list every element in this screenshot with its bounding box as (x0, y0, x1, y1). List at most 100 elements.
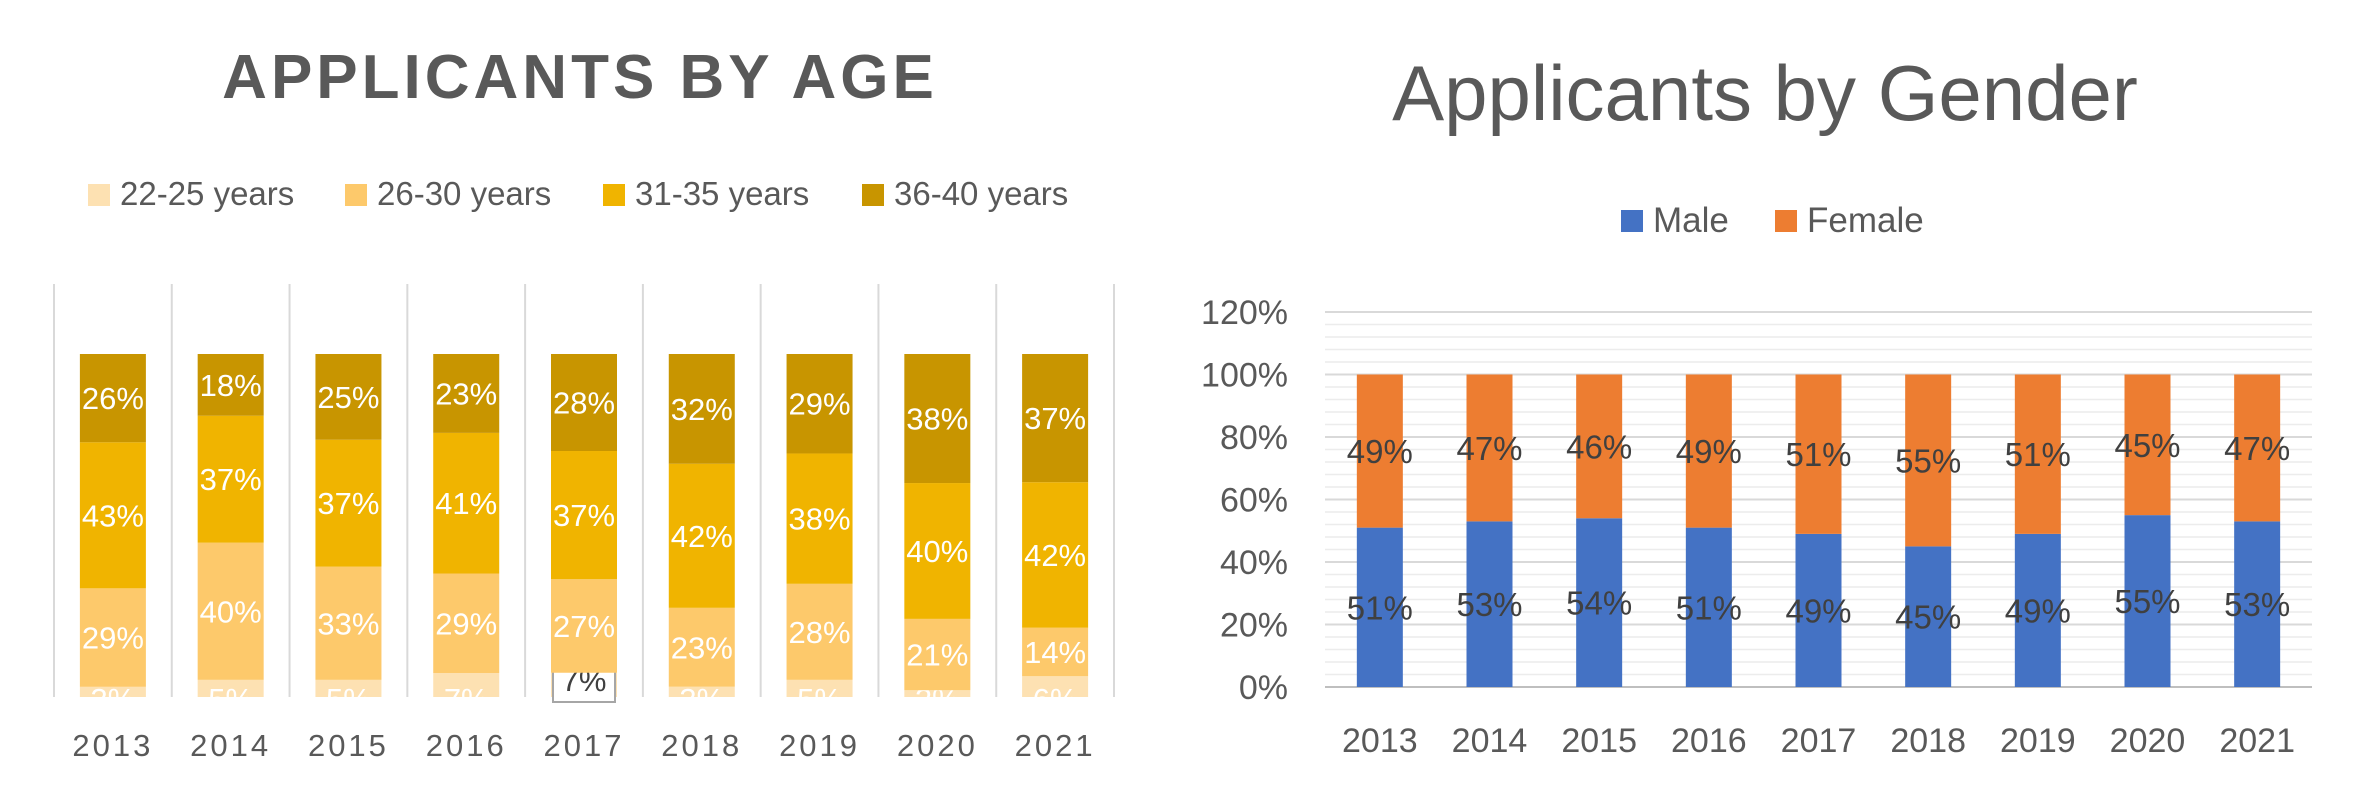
legend-swatch (345, 184, 367, 206)
age-x-tick-label: 2021 (1015, 728, 1096, 763)
gender-bar-segment (2234, 521, 2281, 687)
gender-y-tick-label: 20% (1220, 607, 1288, 645)
gender-y-tick-label: 0% (1239, 669, 1288, 707)
age-x-tick-label: 2019 (779, 728, 860, 763)
gender-bar-segment (2014, 374, 2061, 534)
age-data-label: 26% (82, 381, 144, 416)
age-bar-segment (904, 690, 971, 697)
age-data-label: 23% (671, 630, 733, 665)
gender-x-tick-label: 2021 (2219, 722, 2295, 760)
age-bar-segment (79, 686, 146, 697)
age-data-label: 37% (553, 498, 615, 533)
gender-data-label: 51% (1347, 589, 1413, 626)
age-data-label: 25% (317, 380, 379, 415)
gender-bar-segment (1466, 374, 1513, 522)
age-bar-segment (315, 679, 382, 697)
gender-data-label: 45% (1895, 599, 1961, 636)
gender-x-tick-label: 2020 (2110, 722, 2186, 760)
gender-x-tick-label: 2017 (1781, 722, 1857, 760)
gender-data-label: 54% (1566, 585, 1632, 622)
gender-y-tick-label: 40% (1220, 544, 1288, 582)
age-data-label: 40% (200, 594, 262, 629)
age-data-label: 28% (789, 615, 851, 650)
age-data-label: 29% (789, 387, 851, 422)
gender-data-label: 47% (1456, 430, 1522, 467)
legend-label: 36-40 years (894, 175, 1068, 212)
gender-y-tick-label: 100% (1201, 357, 1288, 395)
age-bar-segment (315, 439, 382, 567)
gender-data-label: 45% (2114, 427, 2180, 464)
age-bar-segment (197, 542, 264, 680)
gender-data-label: 47% (2224, 430, 2290, 467)
age-bar-segment (904, 618, 971, 691)
gender-plot-area: 0% 20% 40% 60% 80% 100% 120% 51% 49% 2013 53% 47% 20… (1201, 294, 2312, 760)
gender-bar-segment (2234, 374, 2281, 522)
age-bar-segment (197, 679, 264, 697)
gender-y-tick-label: 120% (1201, 294, 1288, 332)
age-data-label: 27% (553, 609, 615, 644)
age-bar-segment (1022, 354, 1089, 483)
legend-label: 22-25 years (120, 175, 294, 212)
age-data-label: 43% (82, 498, 144, 533)
age-bar-segment (197, 415, 264, 543)
age-x-tick-label: 2016 (426, 728, 507, 763)
age-data-label: 32% (671, 392, 733, 427)
legend-swatch (862, 184, 884, 206)
gender-bar-segment (1576, 374, 1623, 519)
gender-data-label: 49% (1347, 433, 1413, 470)
age-data-label: 38% (906, 402, 968, 437)
age-bar-segment (433, 432, 500, 574)
gender-bar-segment (1905, 374, 1952, 547)
gender-bar-segment (1795, 533, 1842, 687)
legend-swatch (1621, 210, 1643, 232)
gender-bar-segment (1356, 374, 1403, 528)
gender-bar-segment (1795, 374, 1842, 534)
legend-item-0: Male (1621, 201, 1729, 240)
age-data-label: 42% (1024, 538, 1086, 573)
age-data-label: 7% (444, 682, 489, 717)
gender-y-tick-label: 60% (1220, 482, 1288, 520)
age-data-label: 3% (679, 682, 724, 717)
age-data-label: 5% (326, 682, 371, 717)
age-x-tick-label: 2018 (661, 728, 742, 763)
gender-data-label: 49% (1676, 433, 1742, 470)
age-x-tick-label: 2020 (897, 728, 978, 763)
gender-data-label: 51% (1785, 436, 1851, 473)
age-legend: 22-25 years 26-30 years 31-35 years 36-40 y… (88, 175, 1068, 212)
gender-bar-segment (1356, 527, 1403, 687)
age-data-label: 3% (90, 682, 135, 717)
gender-x-tick-label: 2018 (1890, 722, 1966, 760)
age-data-label: 37% (200, 462, 262, 497)
age-bar-segment (1022, 676, 1089, 697)
age-data-label: 41% (435, 486, 497, 521)
age-bar-segment (433, 354, 500, 433)
age-bar-segment (551, 451, 617, 580)
age-data-label: 42% (671, 519, 733, 554)
age-data-label: 6% (1033, 682, 1078, 717)
age-bar-segment (786, 679, 853, 697)
age-data-label: 5% (208, 682, 253, 717)
age-bar-segment (668, 463, 735, 608)
age-data-label: 21% (906, 638, 968, 673)
age-bar-segment (904, 354, 971, 484)
age-data-label: 37% (1024, 401, 1086, 436)
gender-legend: Male Female (1621, 201, 1924, 240)
gender-bar-segment (1576, 518, 1623, 687)
gender-chart: Applicants by Gender Male Female 0% 20% 40%… (1201, 49, 2312, 760)
gender-chart-title: Applicants by Gender (1392, 49, 2138, 137)
age-bar-segment (551, 354, 617, 452)
age-data-label: 18% (200, 368, 262, 403)
gender-data-label: 51% (1676, 589, 1742, 626)
age-data-label: 40% (906, 534, 968, 569)
gender-data-label: 49% (1785, 592, 1851, 629)
gender-bar-segment (2124, 374, 2171, 516)
age-bar-segment (315, 566, 382, 680)
legend-swatch (603, 184, 625, 206)
age-data-label: 37% (317, 486, 379, 521)
age-bar-segment (668, 607, 735, 687)
age-bar-segment (433, 672, 500, 697)
gender-data-label: 46% (1566, 428, 1632, 465)
age-x-tick-label: 2015 (308, 728, 389, 763)
age-bar-segment (904, 483, 971, 619)
age-bar-segment (786, 583, 853, 680)
